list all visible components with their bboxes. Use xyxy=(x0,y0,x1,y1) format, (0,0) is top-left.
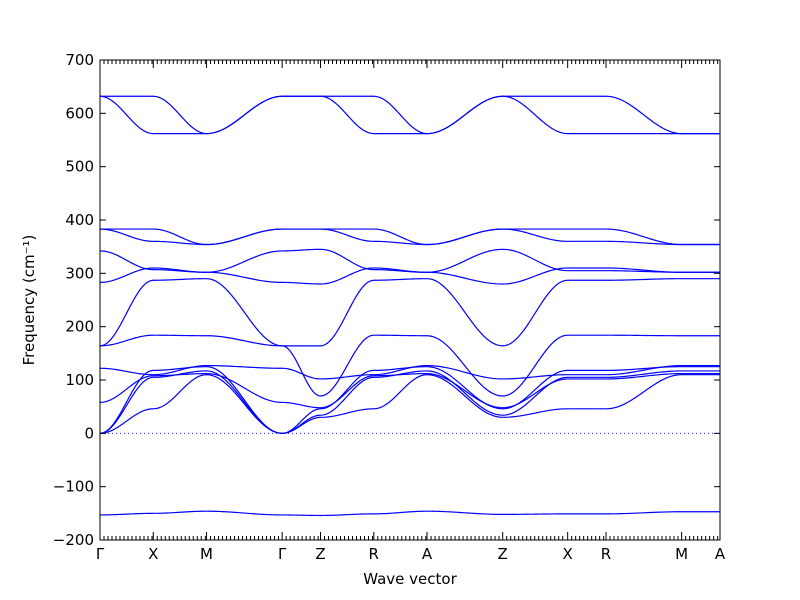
x-tick-label: R xyxy=(369,545,379,563)
y-axis-label: Frequency (cm⁻¹) xyxy=(20,235,38,366)
band-series-7 xyxy=(99,334,720,397)
x-tick-label: Γ xyxy=(278,545,287,563)
y-tick-label: 300 xyxy=(65,264,94,282)
y-tick-label: 700 xyxy=(65,51,94,69)
x-tick-label: M xyxy=(675,545,688,563)
y-tick-label: 100 xyxy=(65,371,94,389)
band-lines xyxy=(99,95,720,517)
plot-frame xyxy=(99,59,721,541)
band-series-1 xyxy=(100,510,720,517)
band-series-5 xyxy=(99,373,720,409)
x-tick-label: A xyxy=(715,545,726,563)
y-tick-label: −200 xyxy=(53,531,94,549)
x-tick-label: Z xyxy=(498,545,508,563)
band-series-14 xyxy=(100,95,720,135)
x-tick-label: M xyxy=(200,545,213,563)
y-tick-label: 600 xyxy=(65,104,94,122)
y-axis-ticks: −200 −100 0 100 200 300 400 500 600 700 xyxy=(53,51,720,549)
x-axis-label: Wave vector xyxy=(363,570,457,588)
y-tick-label: 400 xyxy=(65,211,94,229)
band-series-2 xyxy=(99,374,720,434)
y-tick-label: −100 xyxy=(53,478,94,496)
x-tick-label: Z xyxy=(315,545,325,563)
x-tick-label: R xyxy=(601,545,611,563)
y-tick-label: 500 xyxy=(65,158,94,176)
band-series-4 xyxy=(99,366,720,434)
x-tick-label: X xyxy=(148,545,158,563)
band-series-8 xyxy=(99,278,720,347)
y-tick-label: 0 xyxy=(84,424,94,442)
y-tick-label: 200 xyxy=(65,318,94,336)
x-tick-label: X xyxy=(563,545,573,563)
band-series-6 xyxy=(99,365,720,380)
x-tick-label: A xyxy=(422,545,433,563)
band-series-11 xyxy=(99,228,720,246)
band-series-13 xyxy=(99,95,720,135)
x-tick-label: Γ xyxy=(96,545,105,563)
band-series-12 xyxy=(100,228,720,246)
band-series-10 xyxy=(99,248,720,273)
